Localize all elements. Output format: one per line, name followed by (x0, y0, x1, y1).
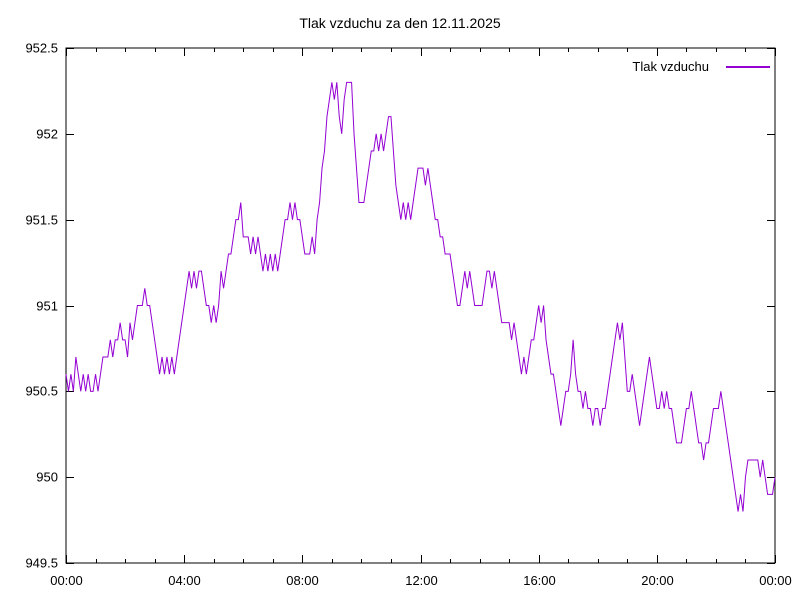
legend-line-sample (726, 66, 770, 68)
y-tick-label: 951.5 (25, 213, 58, 228)
y-tick-label: 951 (36, 299, 58, 314)
y-tick-label: 952.5 (25, 41, 58, 56)
pressure-series-line (65, 81, 776, 512)
x-tick-label: 20:00 (641, 573, 674, 588)
legend-label: Tlak vzduchu (632, 59, 709, 74)
x-tick-label: 16:00 (523, 573, 556, 588)
plot-border (65, 47, 776, 564)
x-tick-label: 04:00 (168, 573, 201, 588)
y-tick-label: 949.5 (25, 556, 58, 571)
legend: Tlak vzduchu (632, 59, 770, 75)
y-tick-label: 950.5 (25, 384, 58, 399)
y-tick-label: 952 (36, 127, 58, 142)
y-tick-label: 950 (36, 470, 58, 485)
x-tick-label: 00:00 (50, 573, 83, 588)
chart-title: Tlak vzduchu za den 12.11.2025 (299, 15, 501, 31)
x-tick-label: 08:00 (286, 573, 319, 588)
x-tick-label: 00:00 (759, 573, 792, 588)
x-tick-label: 12:00 (405, 573, 438, 588)
